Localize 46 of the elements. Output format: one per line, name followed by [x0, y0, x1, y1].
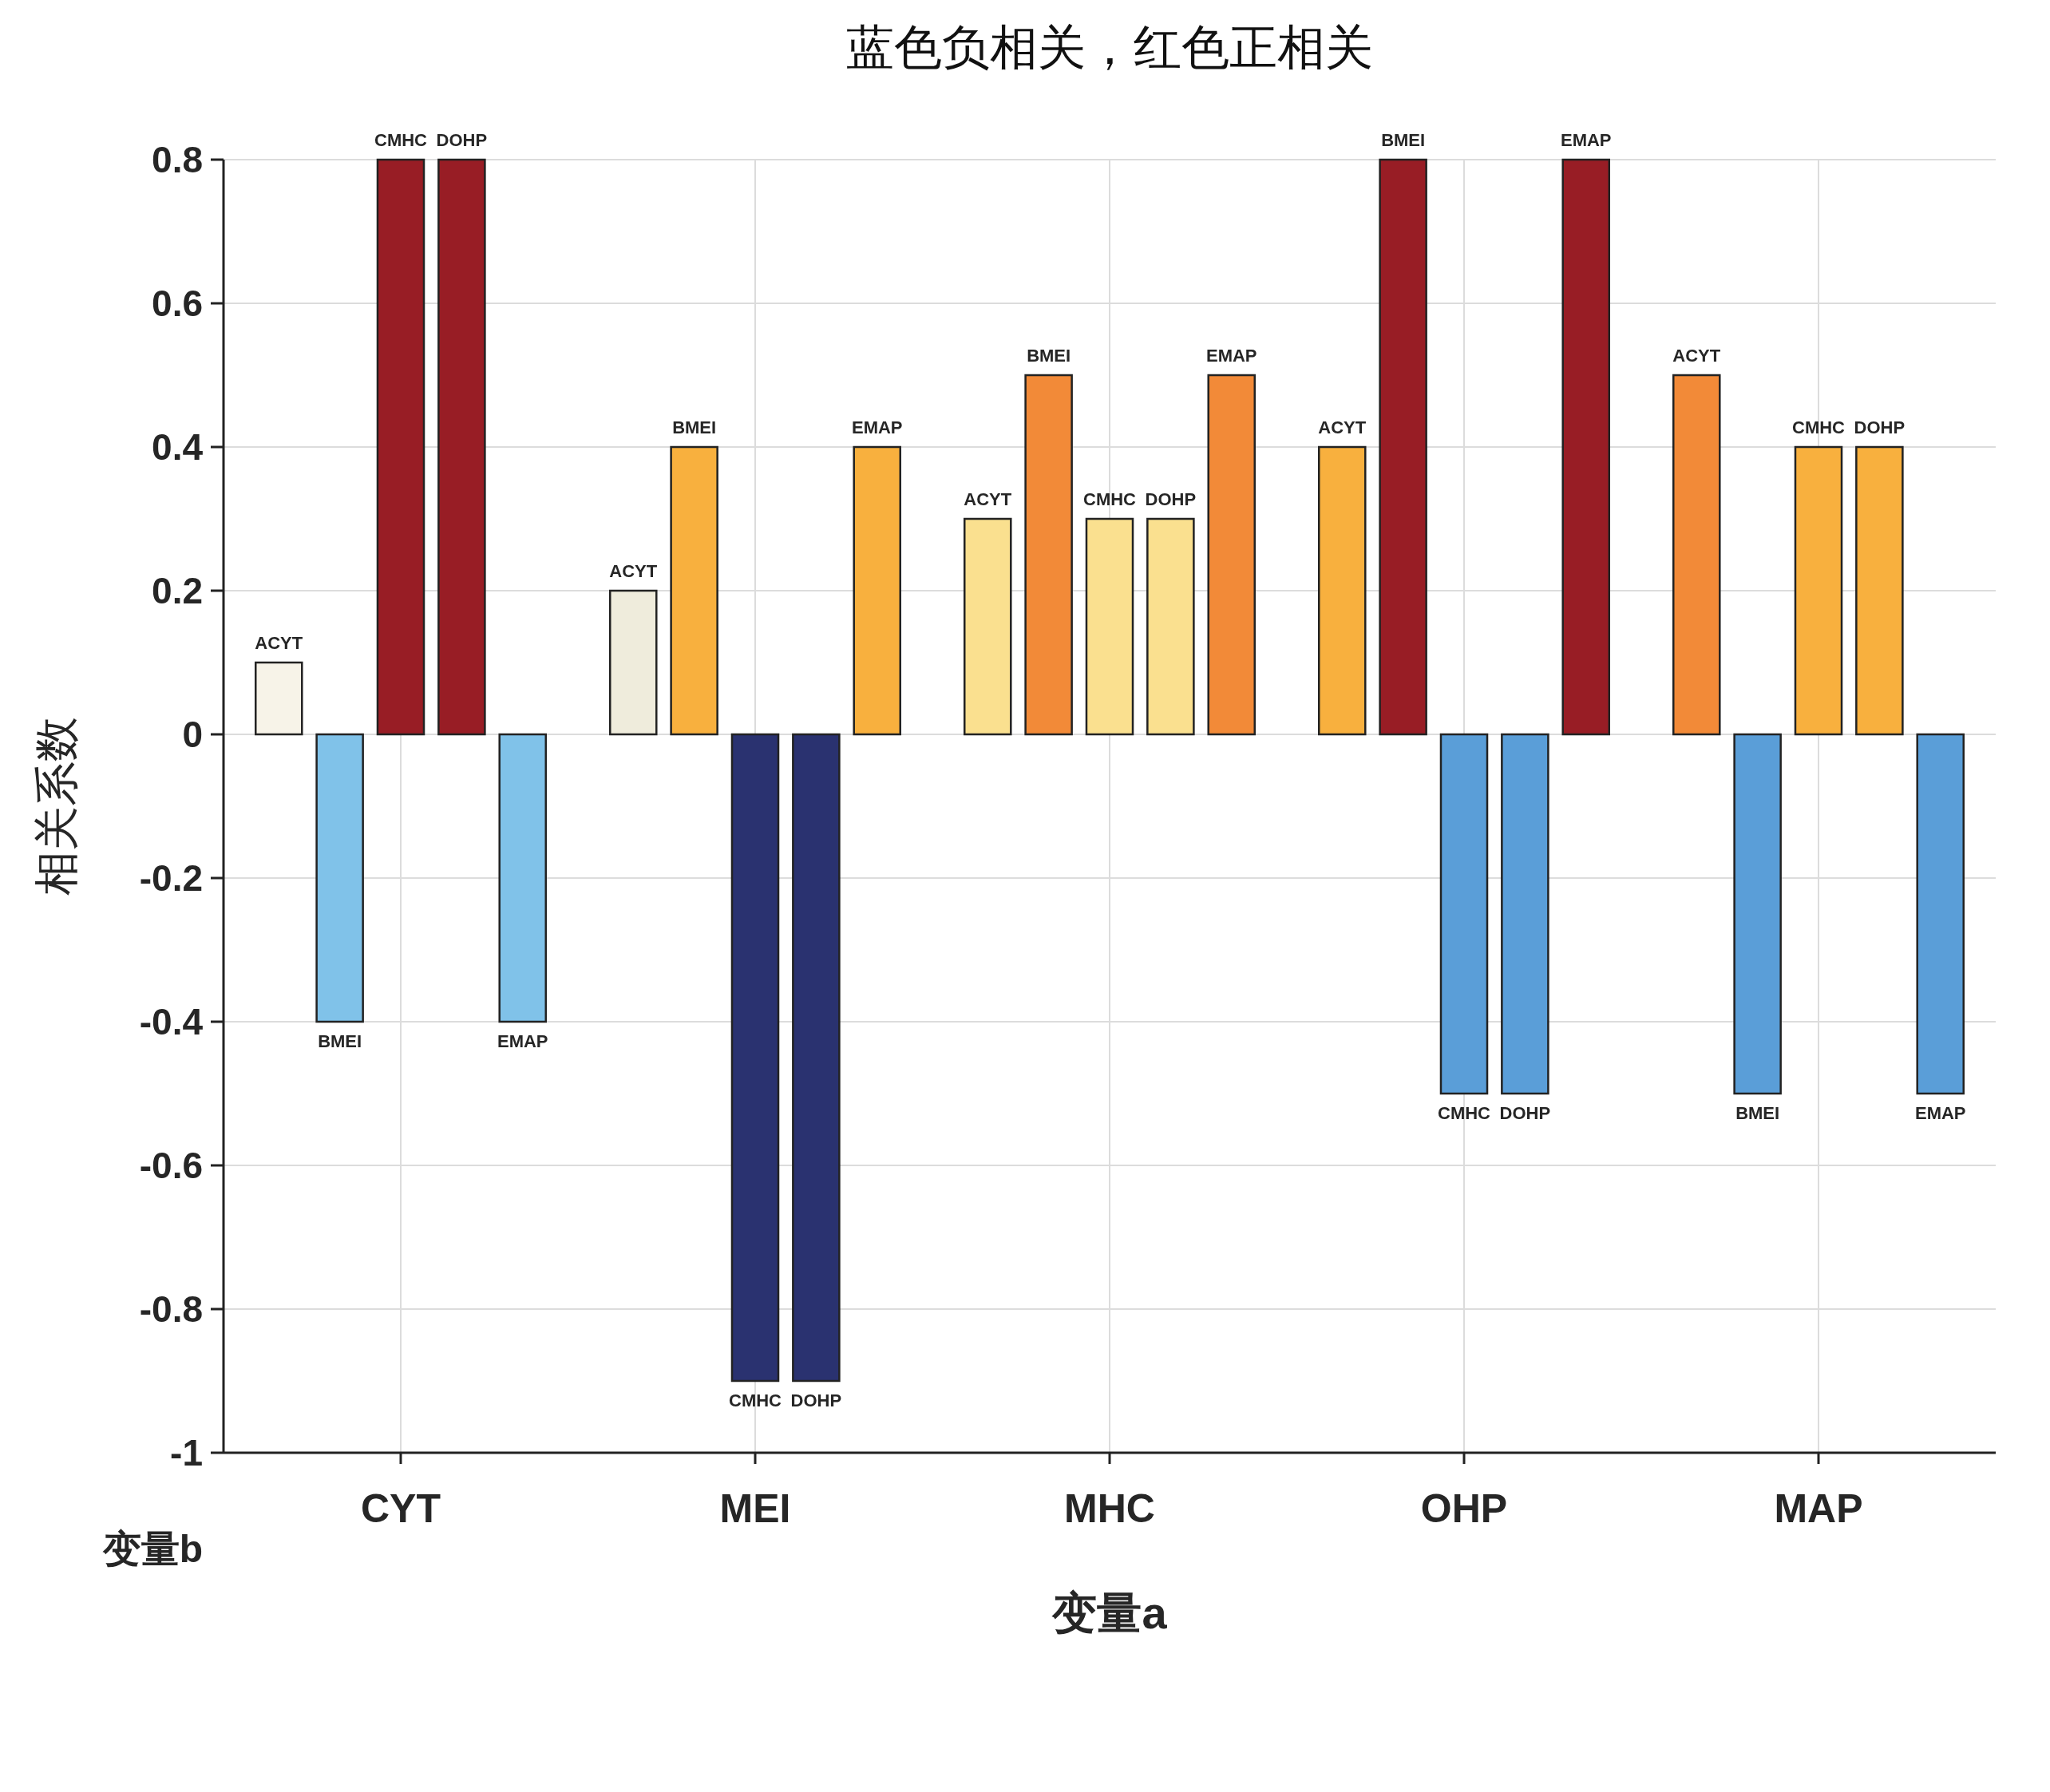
series-label: EMAP	[1914, 1103, 1966, 1123]
series-label: BMEI	[318, 1031, 362, 1051]
x-tick-label: OHP	[1420, 1486, 1508, 1531]
y-tick-label: 0.8	[152, 139, 203, 180]
bar	[254, 661, 303, 736]
text: DOHP	[1499, 1103, 1551, 1123]
series-label: ACYT	[1672, 346, 1721, 366]
y-tick-label: 0.4	[152, 426, 204, 468]
y-tick-label: 0	[182, 714, 203, 755]
text: CMHC	[1083, 489, 1136, 509]
bar	[608, 589, 658, 736]
text: BMEI	[1735, 1103, 1780, 1123]
text: ACYT	[609, 561, 658, 581]
x-tick-label: MHC	[1064, 1486, 1155, 1531]
y-tick-label: 0.2	[152, 570, 203, 611]
x-tick-label: MAP	[1774, 1486, 1863, 1531]
y-axis-title: 相关系数	[30, 717, 82, 896]
x-axis-title: 变量a	[1051, 1587, 1168, 1638]
y-tick-label: -0.4	[139, 1001, 204, 1042]
text: BMEI	[1027, 346, 1071, 366]
y-tick-label: -0.2	[139, 857, 203, 899]
text: EMAP	[851, 417, 903, 437]
series-label: CMHC	[374, 130, 428, 150]
text: ACYT	[255, 633, 303, 653]
text: BMEI	[672, 417, 717, 437]
text: EMAP	[1205, 346, 1257, 366]
series-label: DOHP	[1854, 417, 1906, 437]
x-tick-label: MEI	[719, 1486, 791, 1531]
x-tick-label: CYT	[361, 1486, 441, 1531]
text: DOHP	[790, 1390, 842, 1410]
text: CMHC	[1792, 417, 1845, 437]
text: EMAP	[497, 1031, 548, 1051]
text: CMHC	[1438, 1103, 1490, 1123]
text: DOHP	[1145, 489, 1197, 509]
y-tick-label: -0.8	[139, 1288, 203, 1330]
text: ACYT	[964, 489, 1012, 509]
y-tick-label: 0.6	[152, 283, 203, 324]
text: DOHP	[436, 130, 488, 150]
y-tick-label: -0.6	[139, 1145, 203, 1186]
text: EMAP	[1560, 130, 1612, 150]
legend-title: 变量b	[101, 1527, 203, 1570]
chart-title: 蓝色负相关，红色正相关	[846, 19, 1373, 75]
text: BMEI	[1381, 130, 1426, 150]
text: ACYT	[1318, 417, 1367, 437]
y-tick-label: -1	[170, 1432, 203, 1474]
text: CMHC	[729, 1390, 782, 1410]
